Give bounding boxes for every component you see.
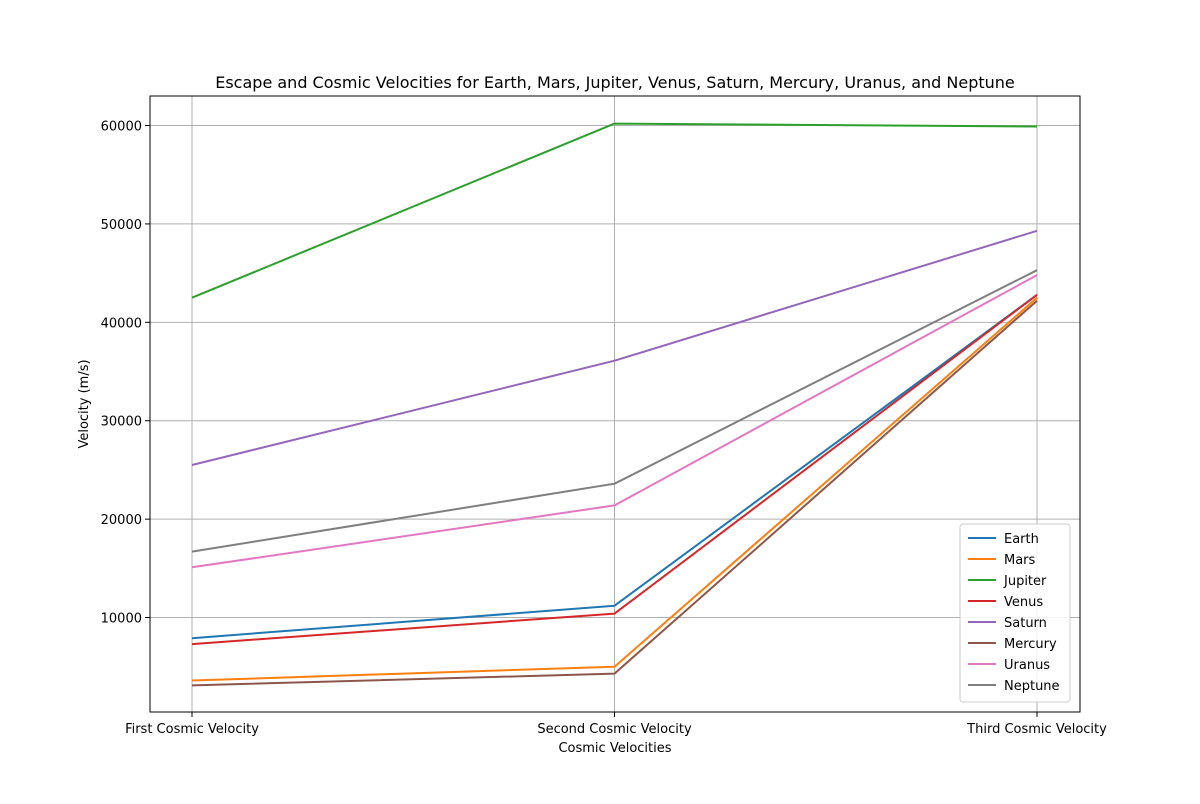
y-tick-label: 60000	[101, 120, 142, 135]
series-line-mercury	[191, 299, 1038, 687]
series-line-saturn	[191, 229, 1038, 466]
series-line-mars	[191, 296, 1038, 682]
series-line-uranus	[191, 274, 1038, 569]
series-line-earth	[191, 293, 1038, 640]
legend-label-uranus: Uranus	[1004, 658, 1050, 673]
y-tick-label: 40000	[101, 316, 142, 331]
series-line-neptune	[191, 269, 1038, 553]
x-tick-label: Third Cosmic Velocity	[966, 722, 1107, 737]
x-tick-label: Second Cosmic Velocity	[537, 722, 692, 737]
y-axis-label: Velocity (m/s)	[77, 359, 92, 448]
series-line-venus	[191, 294, 1038, 646]
legend-label-venus: Venus	[1004, 595, 1043, 610]
x-axis-ticks: First Cosmic Velocity Second Cosmic Veloc…	[125, 712, 1107, 737]
series-line-jupiter	[191, 122, 1038, 299]
y-tick-label: 30000	[101, 415, 142, 430]
legend-box	[959, 523, 1071, 703]
legend: Earth Mars Jupiter Venus Saturn Mercury Uranus…	[959, 523, 1071, 703]
y-tick-label: 10000	[101, 612, 142, 627]
y-axis-ticks: 10000 20000 30000 40000 50000 60000	[101, 120, 150, 627]
series-lines	[191, 122, 1038, 687]
x-axis-label: Cosmic Velocities	[558, 741, 671, 756]
x-tick-label: First Cosmic Velocity	[125, 722, 259, 737]
legend-label-mercury: Mercury	[1004, 637, 1057, 652]
legend-label-saturn: Saturn	[1004, 616, 1047, 631]
legend-label-neptune: Neptune	[1004, 679, 1060, 694]
grid-lines	[150, 96, 1080, 712]
chart-title: Escape and Cosmic Velocities for Earth, …	[215, 73, 1015, 92]
legend-label-earth: Earth	[1004, 532, 1039, 547]
legend-label-jupiter: Jupiter	[1003, 574, 1047, 589]
legend-label-mars: Mars	[1004, 553, 1036, 568]
y-tick-label: 20000	[101, 513, 142, 528]
y-tick-label: 50000	[101, 218, 142, 233]
